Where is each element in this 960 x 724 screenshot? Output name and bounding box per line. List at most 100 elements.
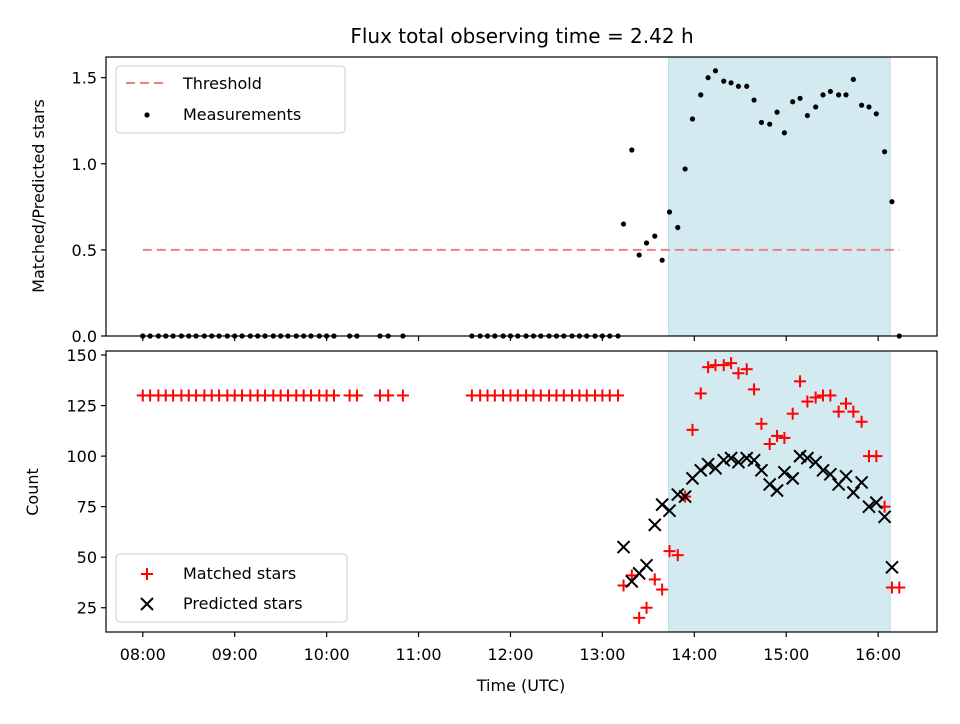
measurement-point — [675, 224, 681, 231]
measurement-point — [682, 166, 688, 172]
matched-star-point — [847, 405, 860, 418]
measurement-point — [873, 111, 879, 117]
bottom-ytick-label: 100 — [66, 447, 97, 466]
measurement-points — [140, 68, 902, 339]
matched-star-point — [350, 389, 363, 402]
matched-star-point — [396, 389, 409, 402]
matched-star-point — [740, 363, 753, 376]
predicted-star-point — [869, 495, 884, 510]
measurement-point — [820, 92, 826, 98]
predicted-star-point — [877, 510, 892, 524]
top-axes-frame — [105, 56, 938, 337]
bottom-y-ticks: 25 50 75 100 125 150 — [66, 346, 106, 618]
predicted-star-point — [885, 560, 899, 575]
matched-star-point — [778, 431, 791, 444]
bottom-xtick-label: 12:00 — [487, 645, 533, 664]
predicted-star-point — [770, 483, 784, 498]
x-axis-label: Time (UTC) — [476, 676, 565, 695]
measurement-point — [882, 149, 888, 155]
predicted-star-point — [862, 499, 876, 514]
matched-star-point — [725, 357, 738, 370]
predicted-star-point — [731, 455, 746, 469]
measurement-point — [781, 130, 788, 136]
top-ytick-label: 1.0 — [72, 155, 97, 174]
predicted-star-point — [800, 451, 815, 465]
measurement-point — [767, 121, 773, 127]
matched-star-points — [136, 357, 906, 624]
bottom-ytick-label: 25 — [77, 599, 97, 618]
matched-star-point — [824, 389, 837, 402]
matched-star-point — [382, 389, 395, 402]
bottom-xtick-label: 14:00 — [671, 645, 717, 664]
bottom-legend: Matched stars Predicted stars — [115, 553, 348, 623]
bottom-x-ticks: 08:00 09:00 10:00 11:00 12:00 13:00 14:00 15:00… — [120, 632, 901, 664]
measurement-point — [866, 104, 872, 110]
matched-star-point — [640, 601, 653, 614]
matched-star-point — [855, 415, 868, 428]
predicted-star-points — [616, 449, 899, 589]
measurement-point — [758, 119, 765, 126]
legend-predicted-label: Predicted stars — [183, 594, 303, 613]
measurement-point — [827, 88, 833, 95]
predicted-star-point — [678, 489, 692, 504]
top-shaded-region — [668, 56, 891, 337]
matched-star-point — [717, 359, 730, 372]
bottom-xtick-label: 13:00 — [579, 645, 625, 664]
predicted-star-point — [777, 465, 792, 480]
predicted-star-point — [648, 518, 662, 532]
predicted-star-point — [724, 451, 738, 465]
predicted-star-point — [823, 467, 838, 482]
bottom-ytick-label: 150 — [66, 346, 97, 365]
matched-star-point — [694, 387, 707, 400]
measurement-point — [689, 116, 696, 122]
matched-star-point — [633, 611, 646, 624]
matched-star-point — [327, 389, 340, 402]
measurement-point — [643, 240, 650, 246]
measurement-point — [889, 199, 895, 205]
top-ytick-label: 0.0 — [72, 327, 97, 346]
chart-title: Flux total observing time = 2.42 h — [350, 24, 693, 48]
measurement-point — [804, 112, 810, 119]
measurement-point — [735, 83, 742, 89]
measurement-point — [744, 83, 750, 89]
measurement-point — [636, 252, 642, 258]
legend-matched-label: Matched stars — [183, 564, 296, 583]
matched-star-point — [771, 429, 784, 442]
matched-star-point — [786, 407, 799, 420]
top-ytick-label: 0.5 — [72, 241, 97, 260]
predicted-star-point — [846, 485, 861, 500]
bottom-xtick-label: 08:00 — [120, 645, 166, 664]
matched-star-point — [612, 389, 625, 402]
bottom-ytick-label: 125 — [66, 397, 97, 416]
bottom-xtick-label: 09:00 — [212, 645, 258, 664]
top-legend-box — [115, 65, 346, 134]
legend-measurements-swatch — [144, 112, 150, 118]
measurement-point — [836, 92, 842, 98]
measurement-point — [721, 78, 727, 84]
measurement-point — [813, 104, 819, 110]
predicted-star-point — [701, 457, 715, 471]
matched-star-point — [794, 375, 807, 388]
predicted-star-point — [639, 558, 654, 572]
top-legend: Threshold Measurements — [115, 65, 346, 134]
matched-star-point — [763, 437, 776, 450]
top-y-axis-label: Matched/Predicted stars — [29, 99, 48, 293]
measurement-point — [698, 92, 704, 98]
bottom-panel: 25 50 75 100 125 150 08:00 09:00 10:00 11:00 12:0… — [23, 346, 938, 695]
predicted-star-point — [747, 453, 761, 467]
top-y-ticks: 0.0 0.5 1.0 1.5 — [72, 69, 106, 346]
matched-star-point — [656, 583, 669, 596]
measurement-point — [629, 147, 635, 153]
predicted-star-point — [616, 540, 631, 554]
bottom-ytick-label: 75 — [77, 498, 97, 517]
predicted-star-point — [854, 475, 869, 490]
bottom-y-axis-label: Count — [23, 468, 42, 516]
measurement-point — [712, 68, 719, 74]
top-panel: 0.0 0.5 1.0 1.5 Matched/Predicted stars Thr… — [29, 56, 938, 346]
matched-star-point — [893, 581, 906, 594]
legend-matched-swatch — [141, 568, 153, 580]
matched-star-point — [663, 545, 676, 558]
predicted-star-point — [754, 463, 769, 477]
measurement-point — [620, 221, 627, 227]
